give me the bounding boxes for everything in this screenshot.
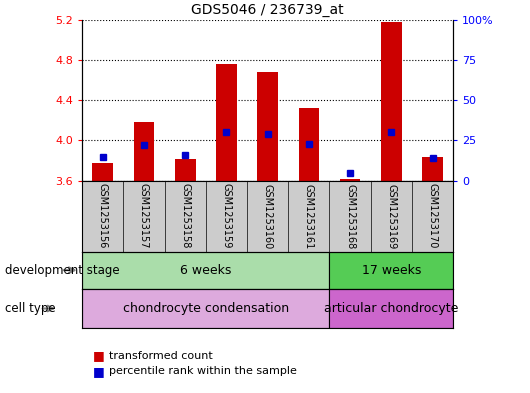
- Title: GDS5046 / 236739_at: GDS5046 / 236739_at: [191, 3, 344, 17]
- Text: GSM1253156: GSM1253156: [98, 184, 108, 249]
- Text: GSM1253158: GSM1253158: [180, 184, 190, 249]
- Text: transformed count: transformed count: [109, 351, 213, 361]
- Bar: [330, 289, 453, 328]
- Text: GSM1253170: GSM1253170: [428, 184, 438, 249]
- Text: ■: ■: [93, 365, 104, 378]
- Text: GSM1253157: GSM1253157: [139, 184, 149, 249]
- Bar: [330, 252, 453, 289]
- Text: cell type: cell type: [5, 302, 56, 315]
- Bar: [340, 179, 360, 181]
- Text: 17 weeks: 17 weeks: [361, 264, 421, 277]
- Text: percentile rank within the sample: percentile rank within the sample: [109, 366, 296, 376]
- Text: GSM1253161: GSM1253161: [304, 184, 314, 249]
- Bar: [175, 159, 196, 181]
- Bar: [82, 289, 330, 328]
- Bar: [258, 72, 278, 181]
- Text: articular chondrocyte: articular chondrocyte: [324, 302, 458, 315]
- Bar: [298, 108, 319, 181]
- Bar: [422, 156, 443, 181]
- Bar: [381, 22, 402, 181]
- Bar: [134, 122, 154, 181]
- Text: GSM1253169: GSM1253169: [386, 184, 396, 249]
- Text: GSM1253168: GSM1253168: [345, 184, 355, 249]
- Text: chondrocyte condensation: chondrocyte condensation: [123, 302, 289, 315]
- Bar: [216, 64, 237, 181]
- Text: GSM1253159: GSM1253159: [222, 184, 232, 249]
- Text: GSM1253160: GSM1253160: [263, 184, 272, 249]
- Bar: [92, 163, 113, 181]
- Text: development stage: development stage: [5, 264, 120, 277]
- Text: ■: ■: [93, 349, 104, 362]
- Text: 6 weeks: 6 weeks: [180, 264, 232, 277]
- Bar: [82, 252, 330, 289]
